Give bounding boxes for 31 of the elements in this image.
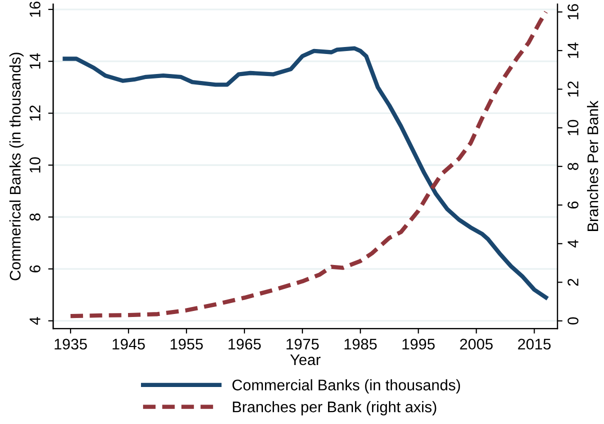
legend-label: Branches per Bank (right axis) (232, 401, 436, 416)
x-tick-label: 1935 (54, 338, 87, 350)
x-tick-label: 1965 (228, 338, 261, 350)
x-tick-label: 2005 (460, 338, 493, 350)
y2-tick-label: 12 (568, 81, 578, 97)
y2-tick-label: 8 (568, 162, 578, 170)
x-tick-label: 2015 (518, 338, 551, 350)
y-tick-label: 14 (30, 53, 40, 69)
x-axis-title: Year (290, 354, 321, 366)
y2-tick-label: 2 (568, 278, 578, 286)
y-tick-label: 6 (30, 265, 40, 272)
x-tick-label: 1955 (170, 338, 203, 350)
y-tick-label: 16 (30, 2, 40, 17)
y2-axis-title: Branches Per Bank (587, 100, 598, 231)
x-tick-label: 1985 (344, 338, 377, 350)
y2-tick-label: 16 (568, 4, 578, 20)
y-tick-label: 8 (30, 213, 40, 221)
y-axis-title: Commerical Banks (in thousands) (9, 52, 24, 280)
y2-tick-label: 6 (568, 201, 578, 209)
y-tick-label: 12 (30, 105, 40, 121)
y2-tick-label: 10 (568, 120, 578, 136)
x-tick-label: 1945 (112, 338, 145, 350)
y2-tick-label: 0 (568, 317, 578, 325)
y-tick-label: 10 (30, 157, 40, 172)
y-tick-label: 4 (30, 317, 40, 325)
x-tick-label: 1995 (402, 338, 435, 350)
y2-tick-label: 14 (568, 42, 578, 58)
legend-label: Commercial Banks (in thousands) (232, 379, 460, 394)
line-series (62, 46, 548, 300)
x-tick-label: 1975 (286, 338, 319, 350)
y2-tick-label: 4 (568, 240, 578, 248)
